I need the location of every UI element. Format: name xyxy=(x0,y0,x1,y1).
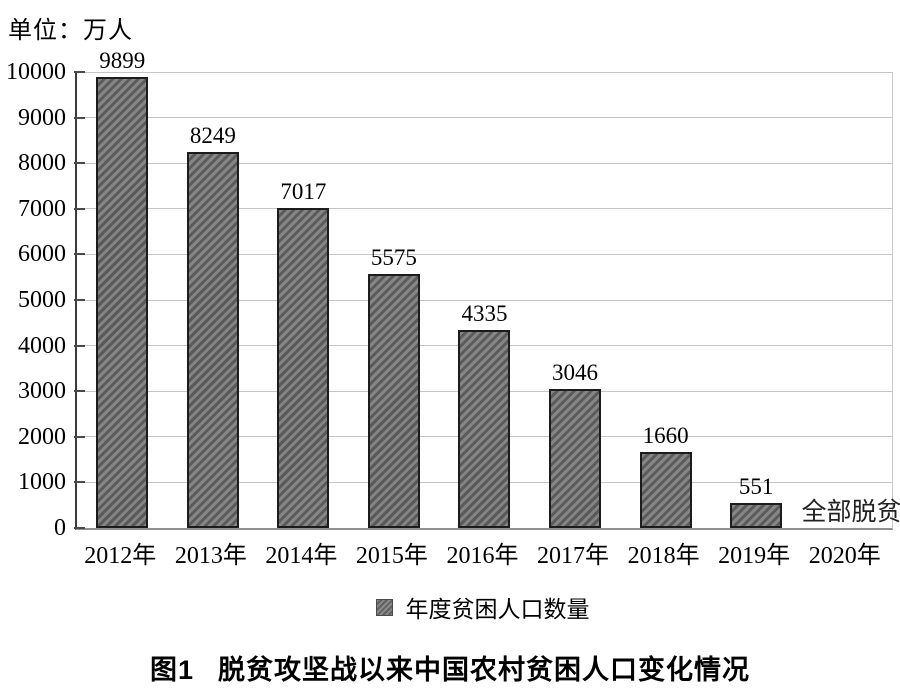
gridline xyxy=(77,299,892,301)
bar-2012年 xyxy=(96,76,149,528)
y-axis-tick xyxy=(74,207,85,210)
legend: 年度贫困人口数量 xyxy=(75,590,890,624)
bar-slot: 1660 xyxy=(620,72,711,528)
bar-value-label: 5575 xyxy=(370,244,417,270)
gridline xyxy=(77,253,892,255)
legend-label: 年度贫困人口数量 xyxy=(405,597,590,622)
y-tick-label: 3000 xyxy=(18,378,66,405)
bar-value-label: 1660 xyxy=(642,423,689,449)
gridline xyxy=(77,162,892,164)
bar-2013年 xyxy=(186,151,239,528)
bar-slot: 9899 xyxy=(77,49,168,528)
gridline xyxy=(77,71,892,73)
bar-slot: 551 xyxy=(711,72,802,528)
y-tick-label: 9000 xyxy=(18,104,66,131)
bar-2015年 xyxy=(367,273,420,528)
bar-2019年 xyxy=(730,502,783,528)
x-tick-label: 2018年 xyxy=(627,543,700,569)
bar-2017年 xyxy=(549,389,602,528)
bar-slot: 3046 xyxy=(530,72,621,528)
figure-number: 图1 xyxy=(149,655,195,685)
y-tick-label: 7000 xyxy=(18,195,66,222)
bar-2016年 xyxy=(458,330,511,528)
bar-2018年 xyxy=(639,452,692,528)
bar-slot: 4335 xyxy=(439,72,530,528)
y-tick-label: 5000 xyxy=(18,287,66,313)
y-tick-label: 8000 xyxy=(18,150,66,177)
bar-2014年 xyxy=(277,208,330,528)
y-axis-tick xyxy=(74,253,85,256)
figure-title: 脱贫攻坚战以来中国农村贫困人口变化情况 xyxy=(218,655,751,685)
unit-label: 单位：万人 xyxy=(8,18,133,44)
x-tick-label: 2019年 xyxy=(718,543,791,569)
y-tick-label: 2000 xyxy=(18,423,66,450)
y-tick-label: 10000 xyxy=(6,59,66,85)
legend-swatch-hatched xyxy=(375,598,393,616)
y-axis-tick xyxy=(74,344,85,347)
y-axis-labels: 0 1000 2000 3000 4000 5000 6000 7000 8000 9000 100… xyxy=(0,59,66,541)
x-tick-label: 2012年 xyxy=(84,543,157,569)
figure-caption: 图1 脱贫攻坚战以来中国农村贫困人口变化情况 xyxy=(0,648,900,687)
y-axis-tick xyxy=(74,435,85,438)
x-tick-label: 2017年 xyxy=(537,543,610,569)
y-axis-tick xyxy=(74,527,85,529)
y-tick-label: 6000 xyxy=(18,241,66,268)
gridline xyxy=(77,117,892,119)
y-tick-label: 0 xyxy=(54,515,66,541)
gridline xyxy=(77,208,892,210)
annotation-all-out-of-poverty: 全部脱贫 xyxy=(801,498,900,526)
bar-value-label: 7017 xyxy=(280,179,327,205)
bar-slot: 5575 xyxy=(349,72,440,528)
plot-area: 9899 8249 7017 5575 4335 3046 1660 551 全部脱贫 xyxy=(74,49,900,530)
y-axis-tick xyxy=(74,299,85,301)
y-tick-label: 1000 xyxy=(18,469,66,496)
x-tick-label: 2020年 xyxy=(808,543,881,569)
bar-slot: 7017 xyxy=(258,72,349,528)
x-tick-label: 2013年 xyxy=(174,543,247,569)
bar-value-label: 4335 xyxy=(461,301,508,327)
y-axis-tick xyxy=(74,71,85,73)
y-axis-tick xyxy=(74,481,85,484)
x-tick-label: 2016年 xyxy=(446,543,519,569)
x-tick-label: 2014年 xyxy=(265,543,338,569)
y-axis-tick xyxy=(74,390,85,393)
y-axis-tick xyxy=(74,162,85,165)
bar-value-label: 8249 xyxy=(189,122,236,148)
y-tick-label: 4000 xyxy=(18,332,66,359)
bar-value-label: 3046 xyxy=(552,360,599,386)
bar-slot: 8249 xyxy=(168,72,259,528)
bar-value-label: 551 xyxy=(738,473,774,499)
x-tick-label: 2015年 xyxy=(355,543,428,569)
bar-value-label: 9899 xyxy=(99,47,146,73)
x-axis-labels: 2012年 2013年 2014年 2015年 2016年 2017年 2018年 2019年… xyxy=(75,541,890,573)
y-axis-tick xyxy=(74,116,85,119)
